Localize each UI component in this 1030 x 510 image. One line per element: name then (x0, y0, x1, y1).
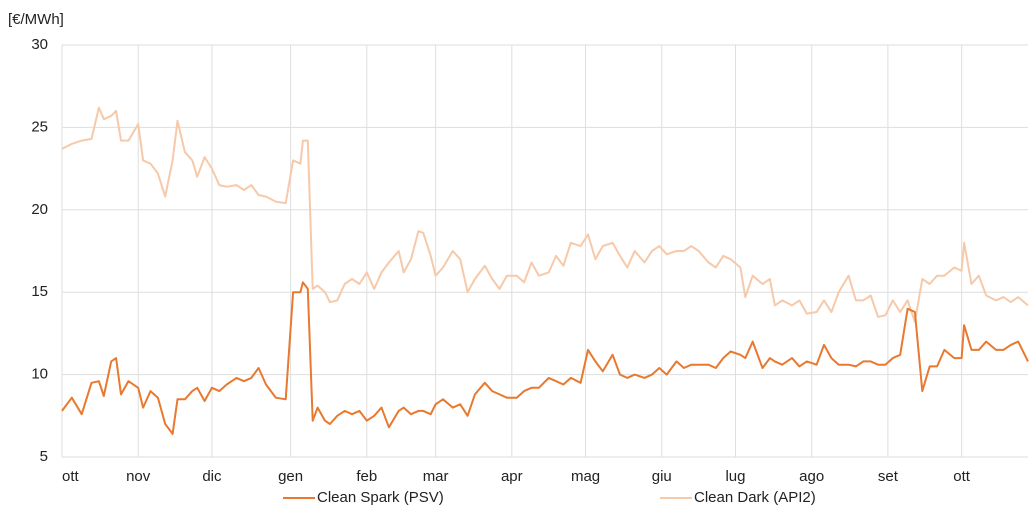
x-tick-label: mar (423, 468, 449, 485)
series-line (61, 281, 1029, 435)
x-tick-label: dic (202, 468, 222, 485)
x-tick-label: giu (652, 468, 672, 485)
x-tick-label: ott (62, 468, 80, 485)
legend-label: Clean Dark (API2) (694, 489, 816, 506)
x-tick-label: feb (356, 468, 377, 485)
x-tick-label: apr (501, 468, 523, 485)
y-tick-label: 10 (31, 366, 48, 383)
y-tick-label: 30 (31, 36, 48, 53)
legend-label: Clean Spark (PSV) (317, 489, 444, 506)
x-tick-label: mag (571, 468, 600, 485)
x-tick-label: lug (725, 468, 745, 485)
y-tick-label: 15 (31, 283, 48, 300)
y-tick-label: 20 (31, 201, 48, 218)
x-tick-label: ott (953, 468, 971, 485)
x-tick-label: gen (278, 468, 303, 485)
x-tick-label: ago (799, 468, 824, 485)
y-axis-label: [€/MWh] (8, 11, 64, 28)
y-tick-label: 25 (31, 118, 48, 135)
series-line (61, 106, 1029, 323)
y-tick-label: 5 (40, 448, 48, 465)
x-tick-label: nov (126, 468, 151, 485)
x-tick-label: set (878, 468, 899, 485)
